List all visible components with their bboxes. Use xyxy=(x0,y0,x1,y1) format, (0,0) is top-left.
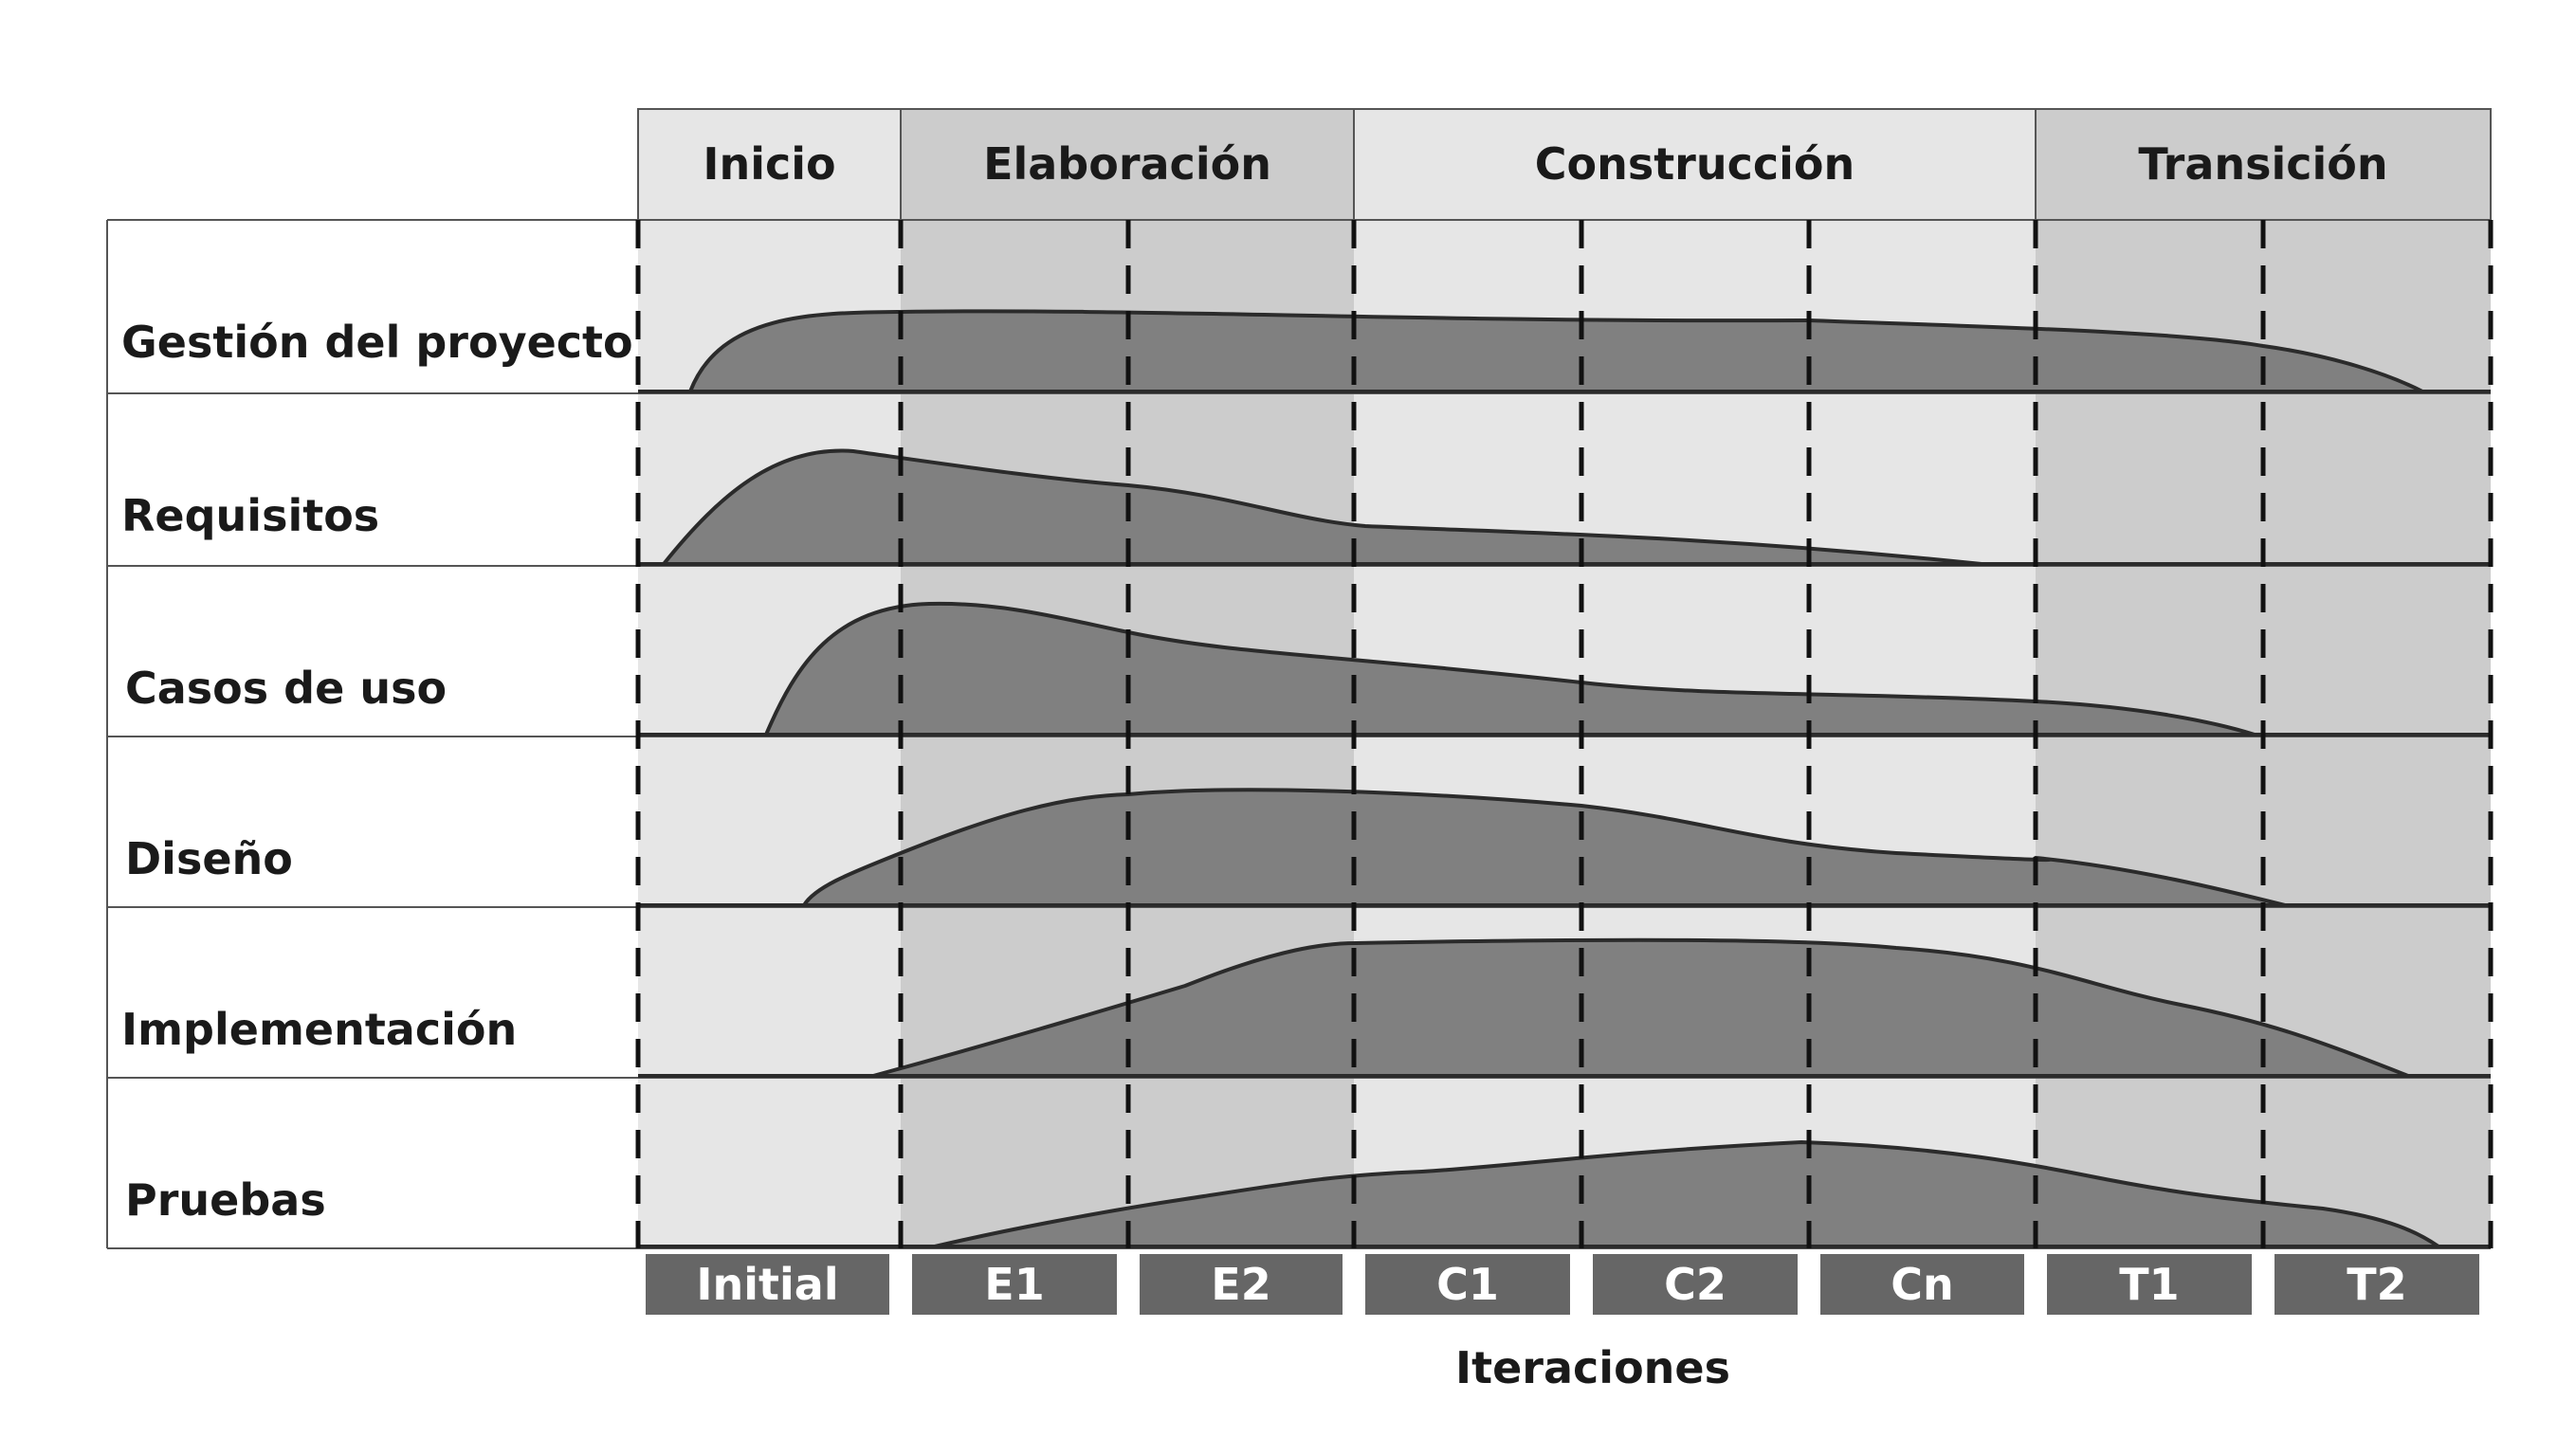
iteration-label: T2 xyxy=(2347,1259,2406,1310)
iteration-box-bg xyxy=(1140,1254,1343,1315)
iteration-box: T1 xyxy=(2047,1254,2252,1315)
discipline-label: Implementación xyxy=(121,1004,517,1055)
iteration-box-bg xyxy=(1593,1254,1798,1315)
iteration-box: C1 xyxy=(1365,1254,1570,1315)
iteration-box: Cn xyxy=(1820,1254,2024,1315)
iteration-box-bg xyxy=(2275,1254,2479,1315)
effort-hump-5 xyxy=(933,1140,2440,1248)
iteration-label: E1 xyxy=(984,1259,1044,1310)
effort-hump-0 xyxy=(688,309,2424,393)
iteration-label: C1 xyxy=(1436,1259,1499,1310)
iteration-label: T1 xyxy=(2119,1259,2179,1310)
iteration-box-bg xyxy=(1820,1254,2024,1315)
phase-header-cell xyxy=(2035,108,2492,221)
discipline-label: Casos de uso xyxy=(125,663,447,714)
discipline-label: Diseño xyxy=(125,833,293,884)
discipline-label: Pruebas xyxy=(125,1174,326,1226)
effort-hump-4 xyxy=(871,937,2410,1078)
phase-label: Elaboración xyxy=(983,138,1271,190)
iteration-box-bg xyxy=(2047,1254,2252,1315)
phase-header-cell xyxy=(637,108,902,221)
iteration-label: C2 xyxy=(1664,1259,1726,1310)
phase-label: Construcción xyxy=(1535,138,1855,190)
iteration-label: E2 xyxy=(1211,1259,1270,1310)
iteration-box-bg xyxy=(646,1254,889,1315)
discipline-label: Gestión del proyecto xyxy=(121,317,633,368)
effort-hump-2 xyxy=(764,601,2256,737)
phase-header-cell xyxy=(1353,108,2037,221)
iteration-box: Initial xyxy=(646,1254,889,1315)
iteration-box: E1 xyxy=(912,1254,1117,1315)
phase-header-cell xyxy=(900,108,1355,221)
iteration-label: Initial xyxy=(696,1259,838,1310)
effort-hump-1 xyxy=(662,448,1983,566)
iteration-box: C2 xyxy=(1593,1254,1798,1315)
iteration-box: T2 xyxy=(2275,1254,2479,1315)
phase-label: Transición xyxy=(2138,138,2387,190)
discipline-label: Requisitos xyxy=(121,490,379,541)
phase-label: Inicio xyxy=(703,138,835,190)
iteration-box-bg xyxy=(1365,1254,1570,1315)
iteration-label: Cn xyxy=(1891,1259,1954,1310)
iteration-box-bg xyxy=(912,1254,1117,1315)
iteration-box: E2 xyxy=(1140,1254,1343,1315)
iterations-axis-label: Iteraciones xyxy=(1455,1342,1730,1393)
